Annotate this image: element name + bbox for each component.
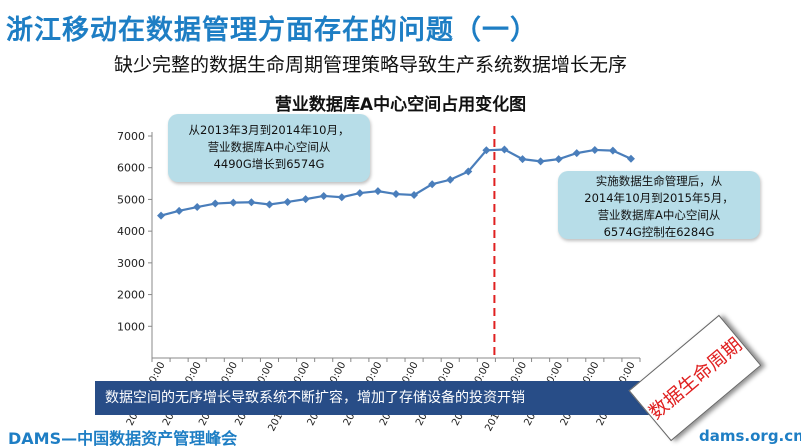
y-tick-label: 2000 [117,289,145,302]
data-point [392,190,400,199]
data-point [157,211,166,220]
data-point [572,149,581,158]
data-point [500,145,509,154]
y-tick-label: 7000 [117,130,145,143]
callout-after: 实施数据生命管理后，从 2014年10月到2015年5月， 营业数据库A中心空间… [558,171,760,239]
data-point [355,189,364,198]
data-point [446,175,455,184]
footer-link[interactable]: dams.org.cn [699,427,801,445]
callout-before-line-2: 营业数据库A中心空间从 [207,140,331,154]
callout-after-line-2: 2014年10月到2015年5月， [584,191,734,205]
data-point [554,155,563,164]
chart-title-text: 营业数据库A中心空间占用变化图 [274,95,527,115]
data-point [211,199,220,208]
y-tick-label: 5000 [117,193,145,206]
data-point [265,200,274,209]
callout-after-line-3: 营业数据库A中心空间从 [597,208,721,222]
data-point [319,191,328,200]
y-tick-label: 4000 [117,225,145,238]
y-tick-label: 3000 [117,257,145,270]
data-point [410,190,419,199]
data-point [193,203,202,212]
data-point [247,198,256,207]
data-point [175,206,184,215]
data-point [428,180,437,189]
callout-after-line-1: 实施数据生命管理后，从 [595,174,723,188]
data-point [482,146,491,155]
data-point [464,167,473,176]
callout-before: 从2013年3月到2014年10月， 营业数据库A中心空间从 4490G增长到6… [168,114,370,182]
data-point [536,157,545,166]
footer-left: DAMS—中国数据资产管理峰会 [8,429,238,447]
y-tick-label: 1000 [117,320,145,333]
data-point [590,145,599,154]
data-point [373,187,382,196]
slide-title: 浙江移动在数据管理方面存在的问题（一） [6,15,538,46]
slide-subtitle: 缺少完整的数据生命周期管理策略导致生产系统数据增长无序 [114,54,628,76]
callout-before-line-1: 从2013年3月到2014年10月， [188,123,350,137]
data-point [518,155,527,164]
bottom-banner: 数据空间的无序增长导致系统不断扩容，增加了存储设备的投资开销 [95,381,698,415]
data-point [626,154,635,163]
callout-after-line-4: 6574G控制在6284G [603,225,715,239]
data-point [608,146,617,155]
data-point [337,193,346,202]
data-point [283,197,292,206]
data-point [229,198,238,207]
y-tick-label: 6000 [117,162,145,175]
data-point [301,195,310,204]
callout-before-line-3: 4490G增长到6574G [213,157,325,171]
chart-title: 营业数据库A中心空间占用变化图 [0,90,801,115]
